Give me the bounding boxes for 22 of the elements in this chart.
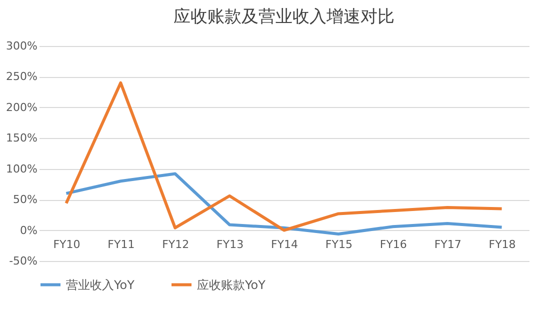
x-tick-label: FY17 — [434, 238, 462, 251]
line-series — [64, 81, 504, 232]
x-tick-label: FY18 — [488, 238, 516, 251]
y-tick-label: 300% — [6, 40, 38, 52]
legend-label: 营业收入YoY — [66, 278, 136, 292]
y-tick-label: 0% — [20, 224, 38, 237]
x-tick-label: FY15 — [325, 238, 352, 251]
x-tick-label: FY12 — [162, 238, 190, 251]
y-tick-label: 250% — [6, 70, 38, 84]
y-tick-label: 100% — [6, 162, 38, 176]
x-tick-label: FY11 — [108, 238, 135, 251]
y-tick-label: 50% — [13, 193, 38, 206]
legend-label: 应收账款YoY — [197, 278, 266, 292]
y-tick-label: 150% — [6, 132, 38, 145]
y-tick-label: -50% — [9, 254, 38, 268]
x-tick-label: FY14 — [270, 238, 298, 251]
line-series — [64, 172, 504, 236]
chart-title: 应收账款及营业收入增速对比 — [174, 7, 394, 27]
x-tick-label: FY13 — [216, 238, 244, 251]
x-tick-label: FY10 — [53, 238, 80, 251]
y-tick-label: 200% — [6, 100, 38, 114]
x-tick-label: FY16 — [380, 238, 407, 251]
